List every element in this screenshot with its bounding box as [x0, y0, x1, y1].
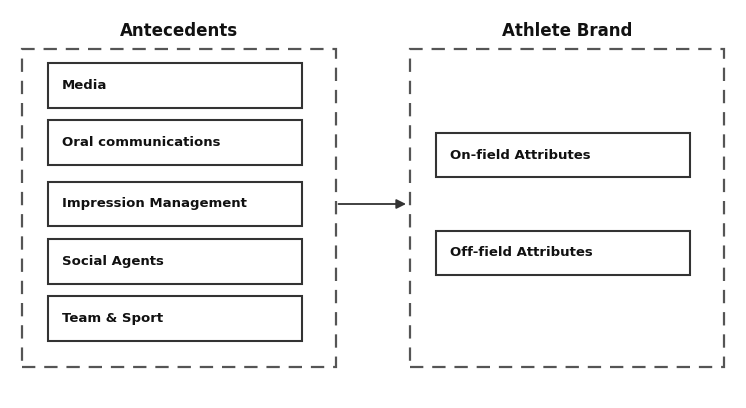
- Text: On-field Attributes: On-field Attributes: [450, 149, 591, 162]
- Bar: [48, 120, 302, 165]
- Text: Athlete Brand: Athlete Brand: [502, 22, 632, 40]
- Text: Media: Media: [62, 79, 107, 92]
- Text: Off-field Attributes: Off-field Attributes: [450, 246, 592, 259]
- Bar: [410, 49, 724, 367]
- Bar: [48, 296, 302, 341]
- Bar: [22, 49, 336, 367]
- Text: Team & Sport: Team & Sport: [62, 312, 163, 325]
- Text: Social Agents: Social Agents: [62, 255, 164, 268]
- Bar: [48, 182, 302, 226]
- Bar: [436, 133, 690, 177]
- Text: Antecedents: Antecedents: [120, 22, 238, 40]
- Bar: [436, 231, 690, 275]
- Text: Oral communications: Oral communications: [62, 136, 220, 149]
- Bar: [48, 63, 302, 108]
- Text: Impression Management: Impression Management: [62, 197, 247, 211]
- Bar: [48, 239, 302, 284]
